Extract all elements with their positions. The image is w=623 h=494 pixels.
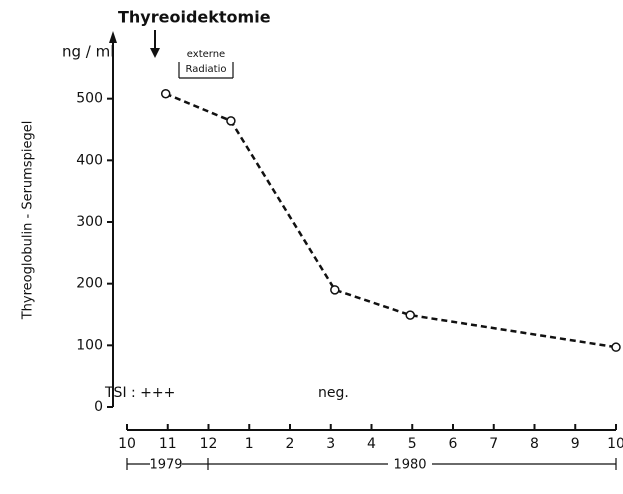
x-tick-label: 9 — [571, 436, 580, 452]
y-unit: ng / ml — [62, 43, 114, 61]
x-tick-label: 8 — [530, 436, 539, 452]
x-tick-label: 10 — [607, 436, 623, 452]
tsi-label: TSI : +++ — [104, 385, 175, 401]
data-point — [160, 88, 171, 99]
therapy-label: Radiatio — [186, 64, 227, 75]
x-tick-label: 6 — [449, 436, 458, 452]
data-point — [611, 342, 621, 352]
year-bar — [126, 458, 617, 470]
x-tick-label: 12 — [200, 436, 218, 452]
year-label: 1979 — [149, 458, 182, 473]
y-tick-label: 0 — [94, 399, 103, 415]
y-tick-label: 500 — [76, 91, 103, 107]
event-arrow-head — [150, 48, 160, 58]
therapy-bracket — [178, 62, 234, 79]
y-axis-arrow — [109, 31, 117, 43]
x-tick-label: 7 — [489, 436, 498, 452]
y-tick-label: 100 — [76, 337, 103, 353]
data-point — [330, 285, 340, 295]
event-label: Thyreoidektomie — [118, 8, 271, 27]
x-tick-label: 11 — [159, 436, 177, 452]
x-tick-label: 5 — [408, 436, 417, 452]
therapy-label: externe — [187, 49, 225, 60]
x-tick-label: 10 — [118, 436, 136, 452]
y-tick-label: 400 — [76, 152, 103, 168]
x-tick-label: 1 — [245, 436, 254, 452]
x-tick-label: 3 — [326, 436, 335, 452]
x-tick-label: 4 — [367, 436, 376, 452]
y-tick-label: 200 — [76, 276, 103, 292]
year-label: 1980 — [393, 458, 426, 473]
data-point — [405, 310, 415, 320]
data-point — [226, 116, 236, 126]
y-tick-label: 300 — [76, 214, 103, 230]
y-axis-label: Thyreoglobulin - Serumspiegel — [21, 121, 36, 321]
data-line — [165, 92, 617, 349]
x-tick-label: 2 — [286, 436, 295, 452]
tsi-later: neg. — [318, 385, 349, 401]
